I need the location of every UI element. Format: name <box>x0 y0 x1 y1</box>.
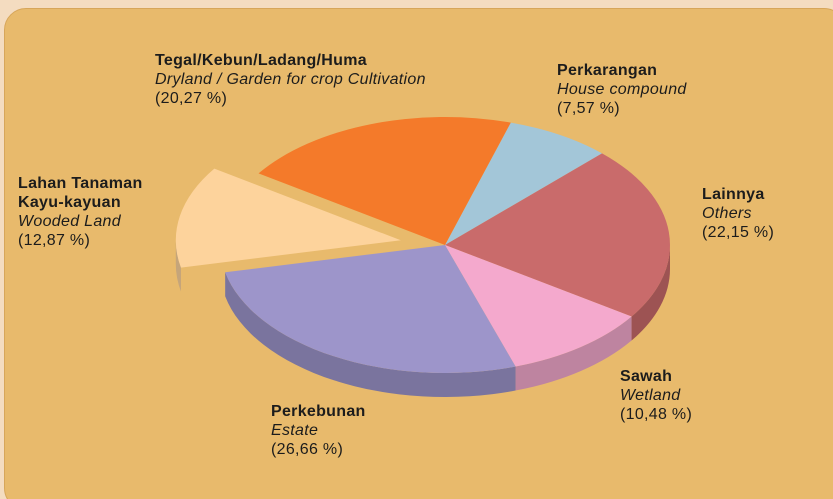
slice-name: Lainnya <box>702 186 765 203</box>
slice-label: Lahan Tanaman Kayu-kayuan Wooded Land (12,… <box>18 174 188 250</box>
value-label: (22,15 %) <box>702 224 775 241</box>
slice-name: Lahan Tanaman Kayu-kayuan <box>18 175 143 211</box>
slice-label: Sawah Wetland (10,48 %) <box>620 367 750 424</box>
slice-label: Tegal/Kebun/Ladang/Huma Dryland / Garden … <box>155 51 555 108</box>
slice-side <box>515 316 632 391</box>
value-label: (26,66 %) <box>271 441 344 458</box>
slice <box>445 153 670 317</box>
slice-label: Perkebunan Estate (26,66 %) <box>271 402 471 459</box>
slice-label: Perkarangan House compound (7,57 %) <box>557 61 833 118</box>
slice-translation: Dryland / Garden for crop Cultivation <box>155 71 426 88</box>
slice-label: Lainnya Others (22,15 %) <box>702 185 832 242</box>
slice <box>445 122 603 245</box>
slice-side <box>175 240 181 292</box>
value-label: (10,48 %) <box>620 406 693 423</box>
slice-translation: Wetland <box>620 387 681 404</box>
slice-name: Perkarangan <box>557 62 658 79</box>
slice <box>445 245 632 367</box>
slice-side <box>631 245 670 341</box>
slice-translation: Wooded Land <box>18 213 121 230</box>
slice <box>225 245 516 374</box>
slice-translation: House compound <box>557 81 687 98</box>
slice-side <box>225 272 516 398</box>
slice-name: Sawah <box>620 368 673 385</box>
slice-translation: Others <box>702 205 752 222</box>
value-label: (7,57 %) <box>557 100 620 117</box>
slice-translation: Estate <box>271 422 319 439</box>
slice <box>175 168 401 268</box>
slice-name: Tegal/Kebun/Ladang/Huma <box>155 52 367 69</box>
slice-name: Perkebunan <box>271 403 366 420</box>
slice <box>258 116 511 245</box>
value-label: (12,87 %) <box>18 232 91 249</box>
value-label: (20,27 %) <box>155 90 228 107</box>
